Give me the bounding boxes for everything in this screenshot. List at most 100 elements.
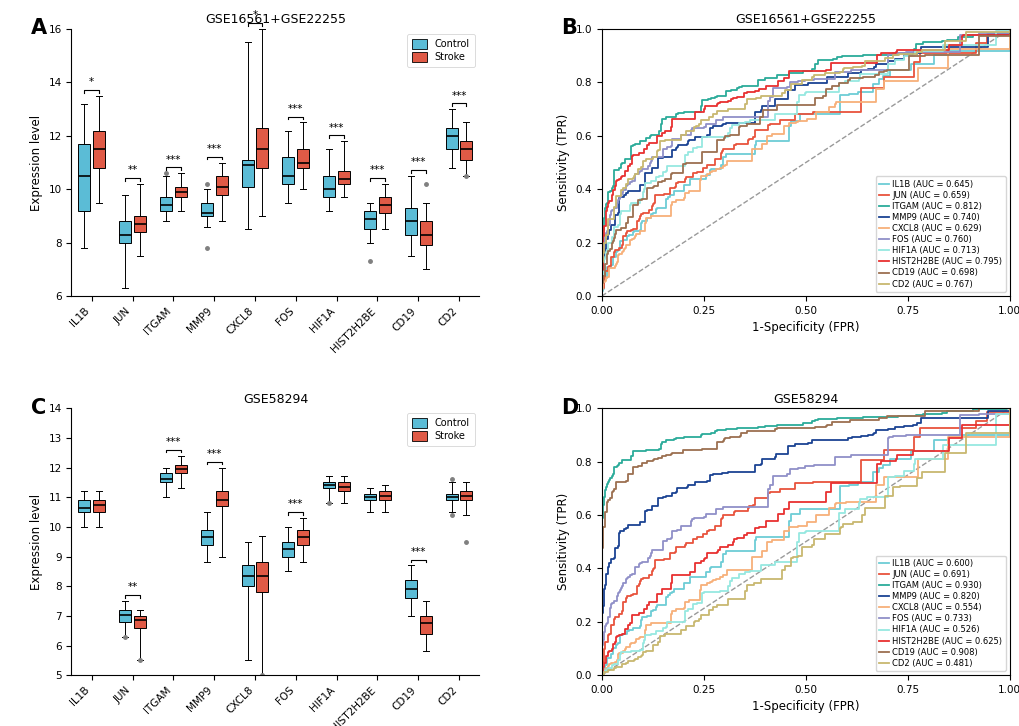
Text: D: D — [560, 398, 578, 417]
FOS (AUC = 0.733) — [595, 671, 607, 680]
CD19 (AUC = 0.698) — [595, 292, 607, 301]
FOS (AUC = 0.760) — [972, 29, 984, 38]
CXCL8 (AUC = 0.629) — [595, 292, 607, 301]
HIF1A (AUC = 0.526) — [607, 660, 620, 669]
IL1B (AUC = 0.600) — [943, 431, 955, 439]
PathPatch shape — [119, 610, 131, 621]
PathPatch shape — [174, 465, 186, 473]
PathPatch shape — [256, 563, 268, 592]
PathPatch shape — [174, 187, 186, 197]
PathPatch shape — [78, 500, 91, 512]
JUN (AUC = 0.659) — [625, 227, 637, 235]
PathPatch shape — [160, 197, 172, 211]
JUN (AUC = 0.659) — [727, 140, 739, 149]
FOS (AUC = 0.760) — [761, 113, 773, 121]
PathPatch shape — [364, 494, 376, 500]
JUN (AUC = 0.691) — [727, 507, 739, 516]
PathPatch shape — [445, 128, 458, 149]
JUN (AUC = 0.691) — [625, 592, 637, 600]
Legend: IL1B (AUC = 0.600), JUN (AUC = 0.691), ITGAM (AUC = 0.930), MMP9 (AUC = 0.820), : IL1B (AUC = 0.600), JUN (AUC = 0.691), I… — [874, 555, 1005, 671]
PathPatch shape — [93, 500, 105, 512]
CD2 (AUC = 0.767) — [1003, 25, 1015, 33]
CD2 (AUC = 0.767) — [629, 172, 641, 181]
Line: FOS (AUC = 0.760): FOS (AUC = 0.760) — [601, 29, 1009, 296]
Line: HIF1A (AUC = 0.526): HIF1A (AUC = 0.526) — [601, 408, 1009, 675]
HIF1A (AUC = 0.526) — [768, 560, 781, 569]
Text: ***: *** — [287, 499, 304, 510]
ITGAM (AUC = 0.812) — [811, 57, 823, 65]
IL1B (AUC = 0.600) — [723, 547, 736, 555]
Title: GSE58294: GSE58294 — [243, 393, 308, 406]
IL1B (AUC = 0.645) — [706, 165, 718, 174]
HIST2H2BE (AUC = 0.795) — [956, 30, 968, 39]
JUN (AUC = 0.691) — [746, 502, 758, 510]
Y-axis label: Expression level: Expression level — [30, 115, 43, 211]
PathPatch shape — [119, 221, 131, 242]
PathPatch shape — [460, 492, 472, 500]
ITGAM (AUC = 0.812) — [595, 292, 607, 301]
ITGAM (AUC = 0.812) — [935, 36, 948, 45]
FOS (AUC = 0.733) — [607, 599, 620, 608]
ITGAM (AUC = 0.930) — [893, 412, 905, 420]
Text: *: * — [89, 77, 95, 87]
PathPatch shape — [337, 482, 350, 492]
HIST2H2BE (AUC = 0.625) — [818, 497, 830, 506]
FOS (AUC = 0.760) — [687, 123, 699, 132]
CD2 (AUC = 0.767) — [595, 292, 607, 301]
JUN (AUC = 0.691) — [980, 408, 993, 417]
CXCL8 (AUC = 0.554) — [840, 498, 852, 507]
PathPatch shape — [256, 128, 268, 168]
PathPatch shape — [160, 473, 172, 482]
IL1B (AUC = 0.600) — [794, 508, 806, 517]
CXCL8 (AUC = 0.629) — [1003, 25, 1015, 33]
Line: CD19 (AUC = 0.908): CD19 (AUC = 0.908) — [601, 408, 1009, 675]
JUN (AUC = 0.659) — [980, 30, 993, 38]
CD19 (AUC = 0.698) — [613, 226, 626, 234]
Line: IL1B (AUC = 0.600): IL1B (AUC = 0.600) — [601, 408, 1009, 675]
PathPatch shape — [419, 616, 431, 634]
HIF1A (AUC = 0.526) — [889, 471, 901, 480]
PathPatch shape — [215, 176, 227, 195]
ITGAM (AUC = 0.930) — [1003, 404, 1015, 412]
HIST2H2BE (AUC = 0.795) — [1003, 25, 1015, 33]
JUN (AUC = 0.691) — [595, 671, 607, 680]
CXCL8 (AUC = 0.554) — [760, 538, 772, 547]
HIF1A (AUC = 0.713) — [838, 78, 850, 87]
CD2 (AUC = 0.481) — [959, 429, 971, 438]
HIST2H2BE (AUC = 0.625) — [727, 538, 739, 547]
FOS (AUC = 0.733) — [1003, 404, 1015, 412]
MMP9 (AUC = 0.740) — [819, 79, 832, 88]
IL1B (AUC = 0.600) — [872, 463, 884, 472]
MMP9 (AUC = 0.740) — [612, 208, 625, 217]
PathPatch shape — [201, 203, 213, 216]
PathPatch shape — [323, 176, 335, 197]
HIF1A (AUC = 0.526) — [595, 671, 607, 680]
MMP9 (AUC = 0.740) — [595, 292, 607, 301]
ITGAM (AUC = 0.812) — [893, 49, 905, 58]
Line: CD19 (AUC = 0.698): CD19 (AUC = 0.698) — [601, 29, 1009, 296]
PathPatch shape — [405, 208, 417, 234]
CXCL8 (AUC = 0.629) — [941, 45, 953, 54]
Text: C: C — [31, 398, 46, 417]
CD19 (AUC = 0.908) — [872, 414, 884, 423]
MMP9 (AUC = 0.820) — [595, 671, 607, 680]
PathPatch shape — [323, 482, 335, 489]
CD19 (AUC = 0.698) — [971, 31, 983, 40]
CD19 (AUC = 0.698) — [756, 105, 768, 114]
JUN (AUC = 0.659) — [595, 292, 607, 301]
FOS (AUC = 0.733) — [881, 433, 894, 441]
MMP9 (AUC = 0.740) — [769, 94, 782, 103]
Line: IL1B (AUC = 0.645): IL1B (AUC = 0.645) — [601, 29, 1009, 296]
IL1B (AUC = 0.645) — [1003, 25, 1015, 33]
PathPatch shape — [133, 616, 146, 628]
CD2 (AUC = 0.767) — [846, 63, 858, 72]
ITGAM (AUC = 0.812) — [619, 159, 631, 168]
Line: FOS (AUC = 0.733): FOS (AUC = 0.733) — [601, 408, 1009, 675]
PathPatch shape — [405, 580, 417, 598]
CD2 (AUC = 0.481) — [595, 671, 607, 680]
HIST2H2BE (AUC = 0.795) — [727, 94, 739, 102]
ITGAM (AUC = 0.812) — [1001, 28, 1013, 37]
HIST2H2BE (AUC = 0.625) — [615, 630, 628, 639]
CD2 (AUC = 0.481) — [846, 520, 858, 529]
CD2 (AUC = 0.767) — [807, 72, 819, 81]
